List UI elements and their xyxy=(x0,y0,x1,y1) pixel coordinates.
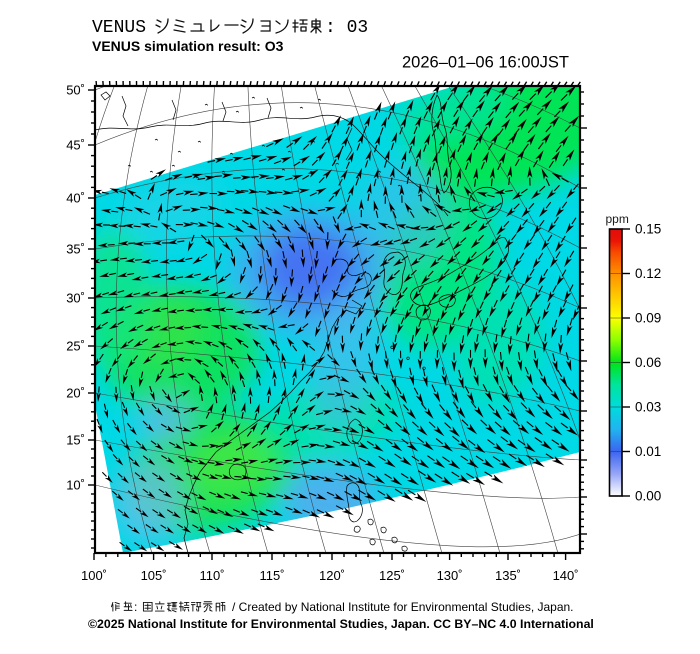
svg-text:0.09: 0.09 xyxy=(635,311,661,326)
svg-text:40˚: 40˚ xyxy=(66,191,85,206)
svg-text:110˚: 110˚ xyxy=(199,568,224,583)
svg-text:/ Created by National Institut: / Created by National Institute for Envi… xyxy=(232,600,574,614)
svg-text:25˚: 25˚ xyxy=(66,339,85,354)
svg-text:0.06: 0.06 xyxy=(635,355,661,370)
svg-text:130˚: 130˚ xyxy=(437,568,463,583)
svg-text:0.00: 0.00 xyxy=(635,489,661,504)
svg-text:0.03: 0.03 xyxy=(635,400,661,415)
svg-text:115˚: 115˚ xyxy=(259,568,284,583)
svg-text:105˚: 105˚ xyxy=(141,568,167,583)
svg-text:0.01: 0.01 xyxy=(635,444,661,459)
svg-text:2026–01–06 16:00JST: 2026–01–06 16:00JST xyxy=(402,54,569,72)
svg-text:: 03: : 03 xyxy=(325,18,368,38)
svg-text:120˚: 120˚ xyxy=(319,568,345,583)
svg-text:VENUS: VENUS xyxy=(92,18,146,38)
svg-text:ppm: ppm xyxy=(606,212,629,226)
svg-text:30˚: 30˚ xyxy=(66,291,85,306)
svg-text:100˚: 100˚ xyxy=(81,568,107,583)
svg-text:20˚: 20˚ xyxy=(66,386,85,401)
svg-text:35˚: 35˚ xyxy=(66,242,85,257)
svg-text:VENUS simulation result: O3: VENUS simulation result: O3 xyxy=(92,38,284,54)
svg-text:15˚: 15˚ xyxy=(66,433,85,448)
svg-text:0.15: 0.15 xyxy=(635,222,661,237)
svg-text:0.12: 0.12 xyxy=(635,266,661,281)
svg-text:125˚: 125˚ xyxy=(379,568,405,583)
svg-text:135˚: 135˚ xyxy=(495,568,521,583)
svg-text:45˚: 45˚ xyxy=(66,138,85,153)
svg-text:©2025 National Institute for E: ©2025 National Institute for Environment… xyxy=(88,617,594,631)
svg-text:50˚: 50˚ xyxy=(66,83,85,98)
svg-text::: : xyxy=(134,600,137,614)
svg-text:10˚: 10˚ xyxy=(66,478,85,493)
svg-text:140˚: 140˚ xyxy=(553,568,579,583)
